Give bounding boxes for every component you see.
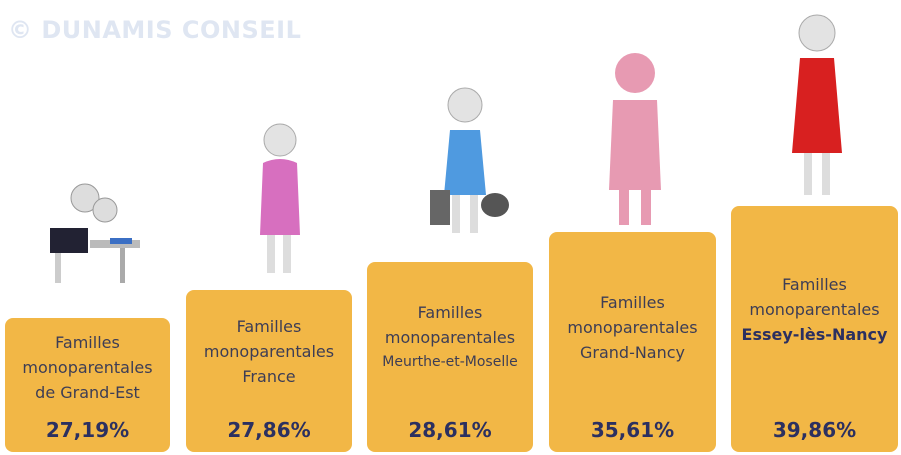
label-line: Essey-lès-Nancy — [741, 325, 888, 344]
label-line: monoparentales — [384, 328, 516, 347]
figure-student — [50, 183, 140, 283]
stat-box: Familles monoparentales Essey-lès-Nancy 39,… — [731, 206, 898, 452]
label-line: Grand-Nancy — [579, 343, 686, 362]
stat-value: 27,86% — [227, 418, 311, 442]
label-line: monoparentales — [203, 342, 335, 361]
stat-box: Familles monoparentales de Grand-Est 27,19% — [5, 318, 170, 452]
stat-value: 39,86% — [772, 418, 857, 442]
label-line: Familles — [782, 275, 847, 294]
label-line: Familles — [236, 317, 302, 336]
label-line: monoparentales — [22, 358, 153, 377]
figure-pink — [609, 53, 661, 225]
label-line: monoparentales — [567, 318, 698, 337]
label-line: France — [242, 367, 296, 386]
figure-red — [792, 14, 842, 195]
stat-label: Familles monoparentales Grand-Nancy — [549, 290, 716, 365]
stat-value: 28,61% — [408, 418, 492, 442]
watermark: © DUNAMIS CONSEIL — [8, 16, 302, 44]
stat-label: Familles monoparentales Essey-lès-Nancy — [731, 272, 898, 347]
label-line: Meurthe-et-Moselle — [382, 354, 518, 370]
label-line: monoparentales — [749, 300, 880, 319]
stat-label: Familles monoparentales Meurthe-et-Moselle — [367, 300, 533, 375]
label-line: Familles — [417, 303, 483, 322]
figure-shopping — [430, 87, 509, 233]
stat-box: Familles monoparentales France 27,86% — [186, 290, 352, 452]
label-line: Familles — [55, 333, 120, 352]
stat-label: Familles monoparentales de Grand-Est — [5, 330, 170, 405]
stat-box: Familles monoparentales Meurthe-et-Moselle… — [367, 262, 533, 452]
stat-label: Familles monoparentales France — [186, 314, 352, 389]
stat-value: 27,19% — [45, 418, 130, 442]
stat-box: Familles monoparentales Grand-Nancy 35,61% — [549, 232, 716, 452]
label-line: de Grand-Est — [35, 383, 140, 402]
stat-value: 35,61% — [590, 418, 675, 442]
figure-pregnant — [260, 123, 300, 273]
label-line: Familles — [600, 293, 665, 312]
